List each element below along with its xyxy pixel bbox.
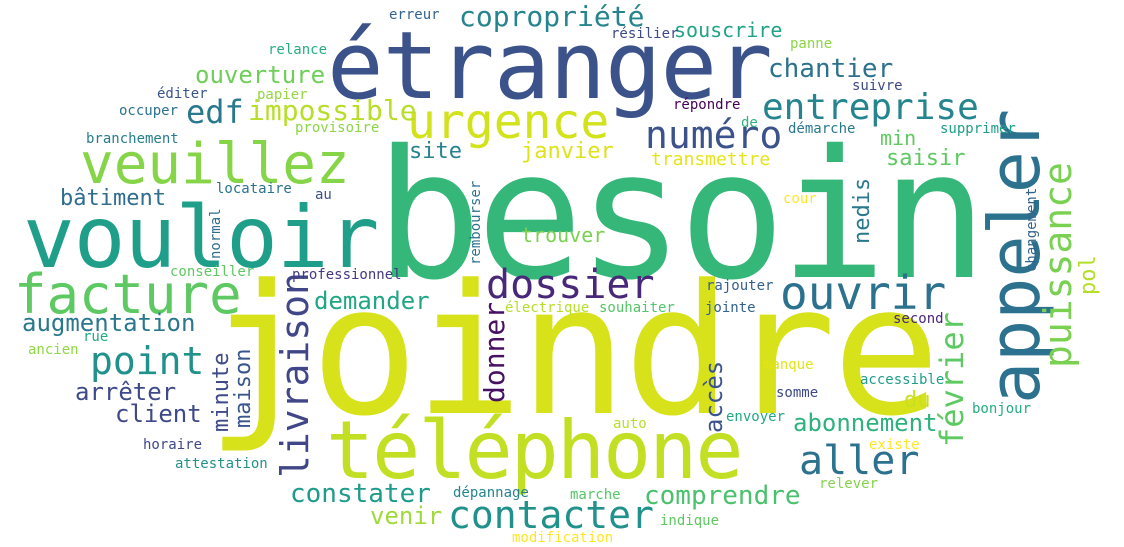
word-accessible: accessible (860, 372, 945, 388)
word-supprimer: supprimer (940, 121, 1016, 137)
word-ouvrir: ouvrir (780, 266, 947, 320)
word-editer: éditer (157, 86, 208, 102)
word-repondre: répondre (673, 97, 741, 113)
word-maison: maison (231, 348, 256, 428)
word-telephone: téléphone (326, 404, 743, 497)
word-abonnement: abonnement (793, 409, 938, 437)
word-veuillez: veuillez (80, 132, 350, 197)
word-ancien: ancien (28, 342, 79, 358)
word-demander: demander (314, 287, 430, 315)
word-existe: existe (869, 437, 920, 453)
word-changement: changement (1024, 187, 1040, 272)
word-chantier: chantier (768, 54, 894, 84)
word-relance: relance (268, 42, 328, 58)
word-indique: indique (660, 513, 720, 529)
word-marche: marche (570, 487, 621, 503)
word-pol: pol (1076, 255, 1101, 295)
word-normal: normal (208, 208, 224, 259)
word-batiment: bâtiment (60, 186, 166, 211)
word-panne: panne (790, 36, 833, 52)
word-etranger: étranger (327, 12, 773, 121)
word-occuper: occuper (119, 103, 179, 119)
word-electrique: électrique (505, 300, 590, 316)
word-papier: papier (257, 87, 308, 103)
word-urgence: urgence (407, 94, 610, 150)
word-modification: modification (512, 530, 614, 546)
word-attestation: attestation (175, 456, 268, 472)
word-du: du (904, 388, 931, 413)
word-provisoire: provisoire (295, 120, 380, 136)
word-constater: constater (290, 479, 431, 509)
word-au: au (315, 187, 332, 203)
word-facture: facture (14, 263, 242, 326)
word-contacter: contacter (448, 493, 654, 537)
word-horaire: horaire (143, 437, 203, 453)
word-acces: accès (700, 360, 728, 433)
word-jointe: jointe (705, 300, 756, 316)
word-souhaiter: souhaiter (599, 300, 675, 316)
word-resilier: résilier (611, 26, 679, 42)
word-manque: manque (763, 357, 814, 373)
word-numero: numéro (645, 113, 783, 157)
word-erreur: erreur (389, 7, 440, 23)
word-rembourser: rembourser (468, 180, 484, 265)
word-suivre: suivre (852, 78, 903, 94)
word-entreprise: entreprise (762, 87, 979, 128)
word-venir: venir (370, 502, 443, 530)
word-somme: somme (776, 385, 819, 401)
word-professionnel: professionnel (292, 267, 402, 283)
word-envoyer: envoyer (726, 409, 786, 425)
word-livraison: livraison (273, 272, 317, 478)
word-demarche: démarche (788, 121, 856, 137)
word-impossible: impossible (248, 94, 417, 127)
word-ouverture: ouverture (195, 61, 326, 89)
word-aller: aller (799, 438, 920, 484)
word-souscrire: souscrire (674, 18, 783, 42)
word-minute: minute (209, 352, 234, 432)
word-puissance: puissance (1036, 162, 1080, 368)
word-arreter: arrêter (75, 378, 177, 406)
word-locataire: locataire (216, 181, 292, 197)
word-besoin: besoin (375, 112, 988, 319)
word-branchement: branchement (86, 131, 179, 147)
word-second: second (893, 311, 944, 327)
word-relever: relever (819, 476, 879, 492)
word-nedis: nedis (850, 177, 875, 244)
word-auto: auto (613, 416, 647, 432)
word-vouloir: vouloir (23, 188, 379, 288)
word-trouver: trouver (521, 223, 606, 247)
word-augmentation: augmentation (22, 309, 196, 337)
word-joindre: joindre (206, 247, 941, 456)
word-donner: donner (478, 301, 511, 403)
word-bonjour: bonjour (972, 401, 1032, 417)
word-cour: cour (783, 191, 817, 207)
word-min: min (880, 126, 917, 150)
word-site: site (409, 139, 462, 164)
word-transmettre: transmettre (651, 149, 771, 170)
word-copropriete: copropriété (459, 0, 645, 33)
word-de: de (741, 115, 758, 131)
word-client: client (115, 400, 202, 428)
word-edf: edf (186, 93, 244, 131)
word-dossier: dossier (486, 262, 655, 308)
word-depannage: dépannage (453, 485, 529, 501)
word-rue: rue (83, 329, 109, 345)
word-saisir: saisir (886, 146, 966, 171)
word-comprendre: comprendre (644, 481, 801, 511)
word-rajouter: rajouter (706, 278, 774, 294)
word-point: point (90, 339, 205, 383)
word-conseiller: conseiller (170, 264, 255, 280)
word-janvier: janvier (521, 139, 614, 164)
